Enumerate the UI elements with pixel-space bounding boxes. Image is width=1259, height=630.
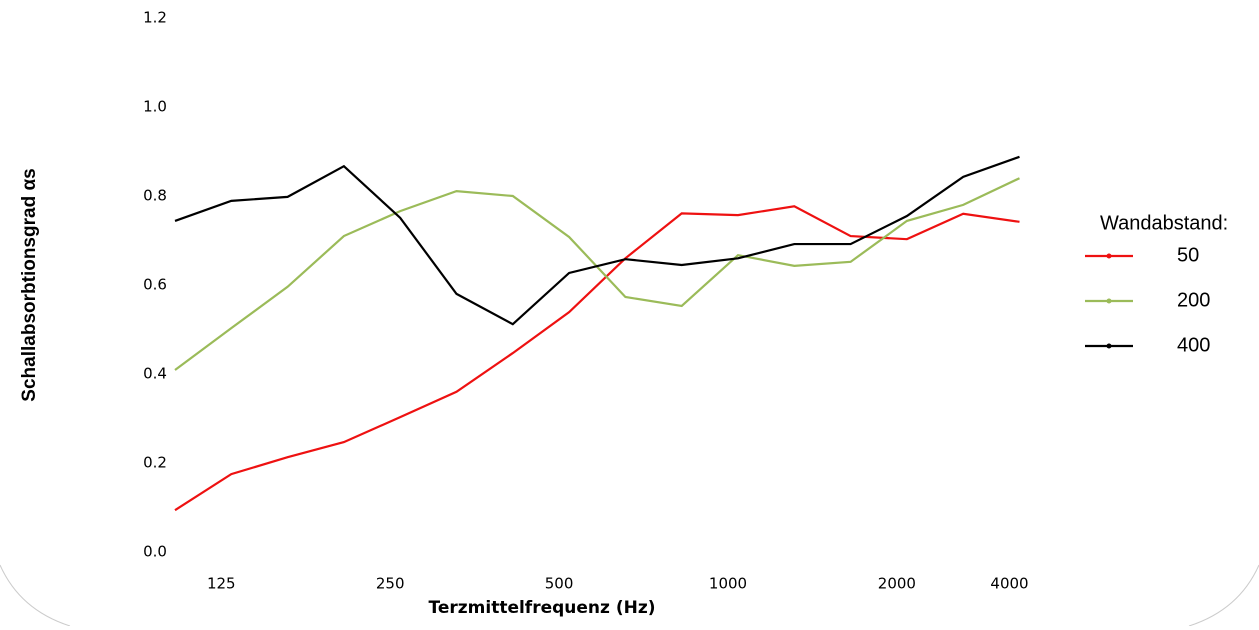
legend-dot xyxy=(1106,343,1112,349)
line-series xyxy=(174,205,1020,512)
y-tick-label: 0.0 xyxy=(143,543,167,561)
legend: Wandabstand: 50 200 400 xyxy=(1085,212,1228,356)
y-tick-label: 0.8 xyxy=(143,187,167,205)
x-tick-label: 250 xyxy=(376,575,405,593)
legend-dot xyxy=(1106,253,1112,259)
legend-label: 50 xyxy=(1177,244,1199,266)
y-tick-label: 0.2 xyxy=(143,454,167,472)
frame-arc xyxy=(0,564,1259,627)
x-tick-label: 125 xyxy=(207,575,236,593)
legend-label: 200 xyxy=(1177,289,1210,311)
y-tick-label: 0.6 xyxy=(143,276,167,294)
legend-title: Wandabstand: xyxy=(1100,212,1228,234)
line-series xyxy=(174,155,1020,326)
x-tick-label: 4000 xyxy=(990,575,1028,593)
x-axis-label: Terzmittelfrequenz (Hz) xyxy=(429,598,656,618)
y-tick-label: 1.2 xyxy=(143,9,167,27)
x-tick-label: 1000 xyxy=(709,575,747,593)
y-tick-label: 1.0 xyxy=(143,98,167,116)
legend-dot xyxy=(1106,298,1112,304)
legend-label: 400 xyxy=(1177,334,1210,356)
line-series xyxy=(174,177,1020,371)
y-axis-label: Schallabsorbtionsgrad αs xyxy=(19,168,40,401)
x-tick-label: 500 xyxy=(545,575,574,593)
y-tick-label: 0.4 xyxy=(143,365,167,383)
x-tick-label: 2000 xyxy=(878,575,916,593)
